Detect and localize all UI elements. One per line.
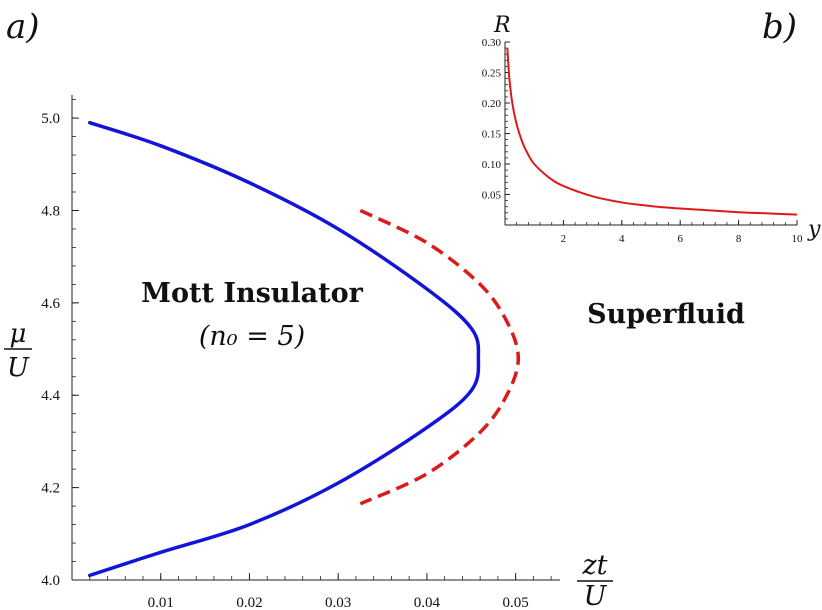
inset-ylabel: R xyxy=(493,13,511,38)
region-label-filling: (n₀ = 5) xyxy=(199,321,305,352)
x-tick-label: 0.04 xyxy=(414,595,441,610)
panel-label-a: a) xyxy=(6,7,40,47)
panel-label-b: b) xyxy=(762,7,797,47)
x-tick-label: 0.05 xyxy=(503,595,529,610)
x-tick-label: 10 xyxy=(792,233,804,245)
series-line-approx-boundary xyxy=(359,208,521,506)
main-ylabel-denominator: U xyxy=(7,353,30,383)
y-tick-label: 4.6 xyxy=(41,296,60,312)
main-y-label: μ U xyxy=(4,319,32,383)
y-tick-label: 0.05 xyxy=(482,190,502,202)
main-x-ticks: 0.01 0.02 0.03 0.04 0.05 xyxy=(89,573,552,610)
x-tick-label: 6 xyxy=(677,233,683,245)
main-x-label: zt U xyxy=(577,550,613,610)
x-tick-label: 4 xyxy=(619,233,625,245)
x-tick-label: 0.01 xyxy=(148,595,174,610)
region-label-superfluid: Superfluid xyxy=(587,299,745,330)
x-tick-label: 2 xyxy=(561,233,567,245)
inset-xlabel: y xyxy=(807,217,821,242)
y-tick-label: 0.10 xyxy=(482,159,502,171)
y-tick-label: 0.25 xyxy=(482,68,502,80)
main-axes xyxy=(71,95,560,581)
x-tick-label: 8 xyxy=(736,233,742,245)
y-tick-label: 0.30 xyxy=(482,37,502,49)
inset-axes xyxy=(504,42,797,226)
main-ylabel-numerator: μ xyxy=(10,319,27,349)
y-tick-label: 0.20 xyxy=(482,98,502,110)
inset-x-ticks: 2 4 6 8 10 xyxy=(516,220,804,245)
main-y-ticks: 4.0 4.2 4.4 4.6 4.8 5.0 xyxy=(41,99,79,589)
y-tick-label: 4.2 xyxy=(41,481,60,497)
y-tick-label: 4.4 xyxy=(41,388,60,404)
y-tick-label: 4.0 xyxy=(41,573,60,589)
x-tick-label: 0.03 xyxy=(325,595,351,610)
x-tick-label: 0.02 xyxy=(236,595,262,610)
y-tick-label: 4.8 xyxy=(41,203,60,219)
y-tick-label: 5.0 xyxy=(41,111,60,127)
region-label-mott-insulator: Mott Insulator xyxy=(141,278,364,309)
main-xlabel-denominator: U xyxy=(584,581,608,610)
main-xlabel-numerator: zt xyxy=(581,550,607,581)
inset-y-ticks: 0.05 0.10 0.15 0.20 0.25 0.30 xyxy=(482,37,510,220)
series-line-phase-boundary xyxy=(88,120,481,578)
series-line-inset-ratio xyxy=(506,48,798,216)
y-tick-label: 0.15 xyxy=(482,129,502,141)
